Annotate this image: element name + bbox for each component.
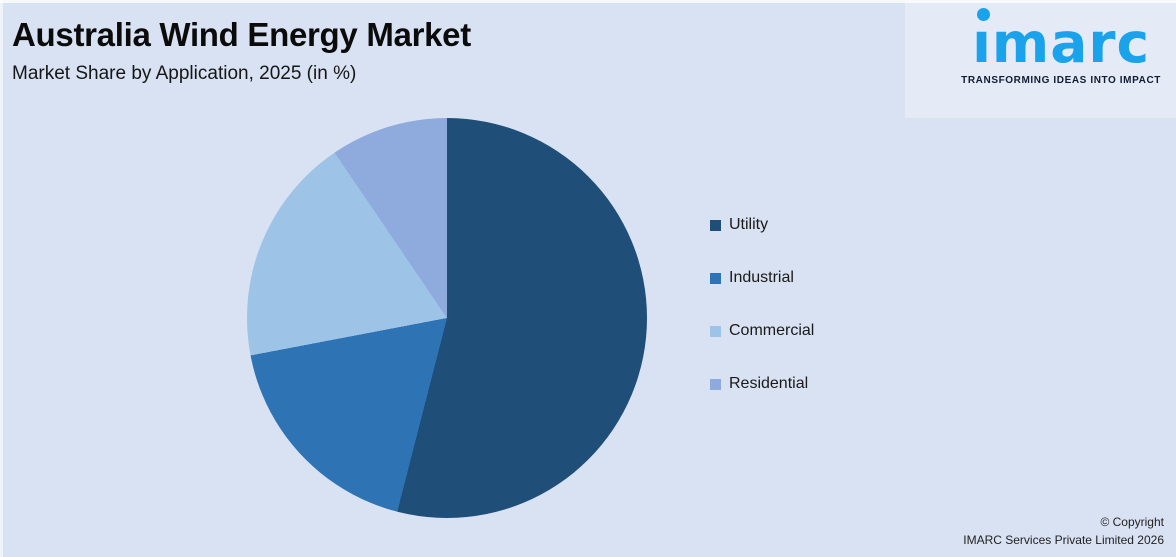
legend-item: Residential [710,374,814,394]
legend-label: Industrial [729,269,794,286]
legend: Utility Industrial Commercial Residential [710,215,814,427]
imarc-logo-panel: ımarc TRANSFORMING IDEAS INTO IMPACT [905,0,1176,118]
legend-swatch-icon [710,219,721,231]
page-title: Australia Wind Energy Market [12,16,471,53]
imarc-wordmark-text: ımarc [972,11,1151,75]
legend-item: Commercial [710,321,814,341]
legend-label: Residential [729,375,809,392]
legend-item: Utility [710,215,814,235]
legend-item: Industrial [710,268,814,288]
copyright-line2: IMARC Services Private Limited 2026 [963,533,1164,548]
imarc-logo: ımarc TRANSFORMING IDEAS INTO IMPACT [961,8,1161,86]
chart-header: Australia Wind Energy Market Market Shar… [12,16,471,85]
legend-label: Utility [729,216,769,233]
legend-swatch-icon [710,378,721,390]
copyright-line1: © Copyright [1100,514,1164,529]
logo-i-dot-icon [977,8,991,21]
legend-swatch-icon [710,272,721,284]
pie-chart [247,118,647,518]
page-subtitle: Market Share by Application, 2025 (in %) [12,63,357,84]
legend-swatch-icon [710,325,721,337]
left-edge-highlight [0,0,3,557]
legend-label: Commercial [729,322,815,339]
imarc-tagline: TRANSFORMING IDEAS INTO IMPACT [961,75,1161,86]
top-edge-highlight [0,0,1176,3]
copyright-notice: © Copyright IMARC Services Private Limit… [963,513,1164,550]
imarc-wordmark: ımarc [972,8,1150,71]
